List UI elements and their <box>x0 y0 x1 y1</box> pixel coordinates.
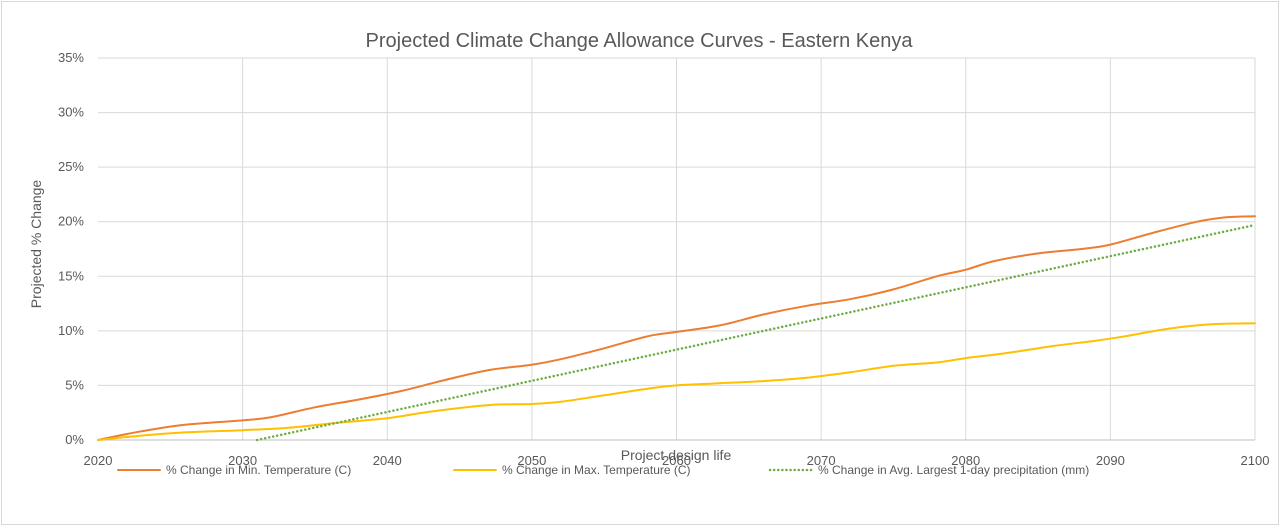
y-tick-label: 35% <box>58 50 84 65</box>
series-min-temperature-line <box>97 215 1256 441</box>
y-tick-label: 0% <box>65 432 84 447</box>
x-tick-label: 2040 <box>373 453 402 468</box>
x-tick-label: 2050 <box>517 453 546 468</box>
y-tick-label: 25% <box>58 159 84 174</box>
x-axis-title: Project design life <box>621 447 732 463</box>
x-tick-label: 2100 <box>1241 453 1270 468</box>
y-axis-title: Projected % Change <box>28 180 44 309</box>
legend-label: % Change in Avg. Largest 1-day precipita… <box>818 463 1089 477</box>
grid-layer <box>98 57 1256 440</box>
y-tick-label: 5% <box>65 377 84 392</box>
y-tick-label: 30% <box>58 105 84 120</box>
legend: % Change in Min. Temperature (C) % Change… <box>117 463 1089 477</box>
x-tick-label: 2090 <box>1096 453 1125 468</box>
series-max-temperature-line <box>97 322 1256 441</box>
x-tick-label: 2030 <box>228 453 257 468</box>
series-precipitation-line <box>255 223 1257 442</box>
y-tick-label: 20% <box>58 214 84 229</box>
legend-label: % Change in Min. Temperature (C) <box>166 463 351 477</box>
x-tick-label: 2020 <box>84 453 113 468</box>
legend-label: % Change in Max. Temperature (C) <box>502 463 691 477</box>
series-layer <box>97 215 1257 442</box>
y-tick-label: 15% <box>58 268 84 283</box>
chart-title: Projected Climate Change Allowance Curve… <box>366 30 914 52</box>
x-tick-label: 2080 <box>951 453 980 468</box>
x-tick-label: 2060 <box>662 453 691 468</box>
axis-layer: 0% 5% 10% 15% 20% 25% 30% 35% 2020 2030 2040 2050 20… <box>58 50 1269 468</box>
y-tick-label: 10% <box>58 323 84 338</box>
x-tick-label: 2070 <box>807 453 836 468</box>
